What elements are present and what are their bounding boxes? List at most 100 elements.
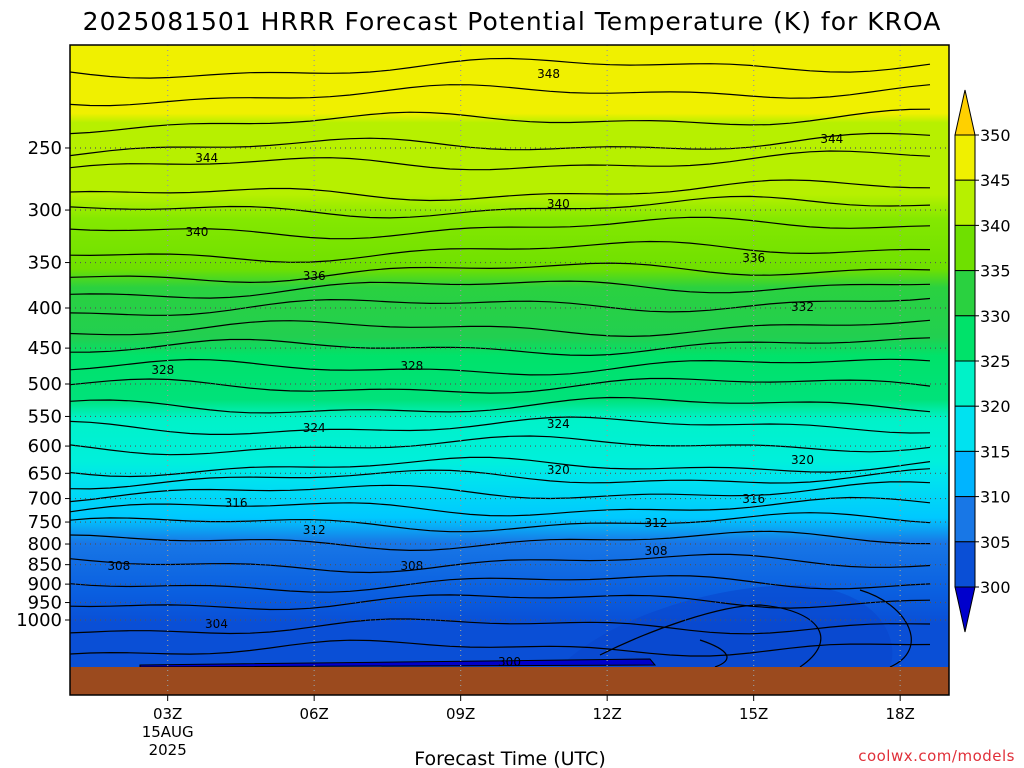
x-tick-label: 03Z: [153, 705, 182, 723]
axes: 2503003504004505005506006507007508008509…: [16, 44, 950, 759]
y-tick-label: 800: [28, 534, 62, 555]
contour-label: 344: [820, 132, 843, 146]
y-tick-label: 300: [28, 200, 62, 221]
colorbar-top-arrow: [954, 89, 976, 136]
contour-line: [69, 358, 931, 376]
contour-label-text: 328: [400, 359, 423, 373]
contour-label: 324: [547, 417, 570, 431]
contour-line: [69, 530, 931, 552]
contour-label: 300: [498, 655, 521, 669]
contour-line: [69, 84, 931, 107]
contour-line: [69, 618, 931, 635]
y-tick-label: 400: [28, 298, 62, 319]
contour-line: [69, 639, 931, 657]
colorbar-swatch: [954, 224, 976, 272]
colorbar-tick-label: 335: [980, 262, 1011, 281]
contour-line: [69, 132, 931, 157]
x-tick-sublabel: 15AUG: [142, 723, 194, 741]
contour-line: [69, 468, 931, 490]
contour-label: 320: [547, 463, 570, 477]
contour-label: 308: [107, 559, 130, 573]
contour-label-text: 344: [820, 132, 843, 146]
contour-line: [69, 240, 931, 263]
y-tick-label: 650: [28, 463, 62, 484]
ground: [70, 667, 949, 695]
colorbar-swatch: [954, 405, 976, 452]
contour-line: [69, 57, 931, 79]
contour-label-text: 316: [225, 496, 248, 510]
x-tick-label: 12Z: [592, 705, 621, 723]
contour-line: [69, 280, 931, 299]
contour-label-text: 340: [186, 225, 209, 239]
contour-label: 320: [791, 453, 814, 467]
colorbar-swatch: [954, 315, 976, 362]
y-tick-label: 900: [28, 574, 62, 595]
contour-label: 316: [225, 496, 248, 510]
contour-label: 348: [537, 67, 560, 81]
contour-label-text: 308: [645, 544, 668, 558]
y-tick-label: 550: [28, 406, 62, 427]
colorbar-swatch: [954, 134, 976, 181]
contour-line: [859, 589, 912, 668]
contour-label-text: 324: [303, 421, 326, 435]
contour-label: 308: [645, 544, 668, 558]
contour-label-text: 300: [498, 655, 521, 669]
colorbar-tick-label: 325: [980, 352, 1011, 371]
contour-label: 336: [742, 251, 765, 265]
contour-label-text: 340: [547, 197, 570, 211]
contour-line: [69, 396, 931, 414]
credit-text: coolwx.com/models: [858, 747, 1015, 765]
contour-line: [69, 575, 931, 593]
contour-label-text: 304: [205, 617, 228, 631]
contour-line: [69, 377, 931, 394]
x-tick-label: 09Z: [446, 705, 475, 723]
contour-line: [69, 456, 931, 478]
contour-label-text: 308: [107, 559, 130, 573]
contour-line: [69, 179, 931, 202]
contour-label: 308: [400, 559, 423, 573]
contour-label: 332: [791, 300, 814, 314]
y-tick-label: 850: [28, 555, 62, 576]
contour-label-text: 324: [547, 417, 570, 431]
contour-line: [69, 108, 931, 135]
contour-line: [69, 512, 931, 533]
colorbar-swatch: [954, 270, 976, 317]
y-tick-label: 950: [28, 593, 62, 614]
y-tick-label: 500: [28, 374, 62, 395]
contour-label: 328: [151, 363, 174, 377]
plot-frame: [69, 44, 950, 696]
colorbar-swatch: [954, 450, 976, 498]
colorbar-tick-label: 315: [980, 442, 1011, 461]
x-tick-label: 15Z: [739, 705, 768, 723]
colorbar-tick-label: 310: [980, 488, 1011, 507]
y-tick-label: 450: [28, 338, 62, 359]
contour-line: [69, 435, 931, 456]
chart-title: 2025081501 HRRR Forecast Potential Tempe…: [83, 7, 942, 36]
colorbar-tick-label: 350: [980, 126, 1011, 145]
contour-line: [69, 337, 931, 357]
contour-label-text: 312: [645, 516, 668, 530]
contour-label: 316: [742, 492, 765, 506]
contour-line: [69, 553, 931, 574]
contour-label-text: 320: [547, 463, 570, 477]
x-axis-label: Forecast Time (UTC): [414, 748, 605, 768]
colorbar-tick-label: 330: [980, 307, 1011, 326]
contour-line: [69, 416, 931, 435]
contour-line: [69, 262, 931, 284]
x-tick-label: 06Z: [299, 705, 328, 723]
y-tick-label: 350: [28, 253, 62, 274]
x-tick-sublabel: 2025: [149, 741, 187, 759]
contour-label-text: 348: [537, 67, 560, 81]
y-tick-label: 1000: [16, 610, 62, 631]
contour-line: [69, 496, 931, 517]
contour-line: [599, 604, 822, 668]
contour-label: 324: [303, 421, 326, 435]
colorbar-tick-label: 305: [980, 533, 1011, 552]
contour-label: 328: [400, 359, 423, 373]
colorbar-bottom-arrow: [954, 586, 976, 633]
colorbar-swatch: [954, 541, 976, 588]
y-tick-label: 700: [28, 489, 62, 510]
x-tick-label: 18Z: [885, 705, 914, 723]
contour-label: 312: [645, 516, 668, 530]
